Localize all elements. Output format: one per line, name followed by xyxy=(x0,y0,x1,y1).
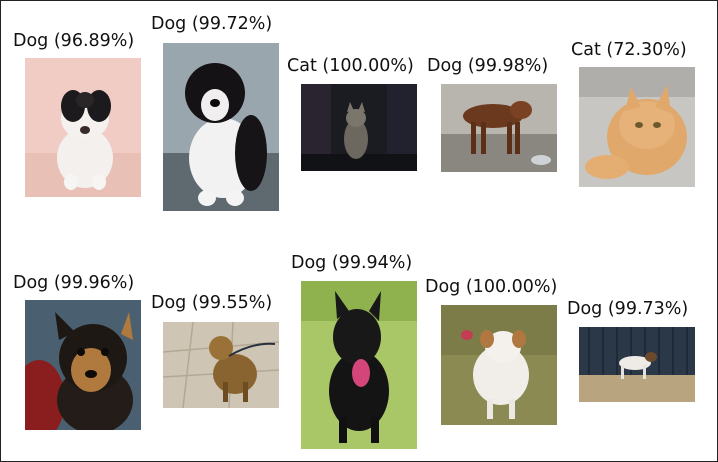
dog-photo xyxy=(441,84,557,172)
dog-photo xyxy=(163,43,279,211)
prediction-label: Dog (99.96%) xyxy=(13,273,135,293)
prediction-label: Cat (100.00%) xyxy=(287,56,414,76)
dog-photo xyxy=(441,305,557,425)
prediction-label: Dog (96.89%) xyxy=(13,31,135,51)
prediction-label: Cat (72.30%) xyxy=(571,40,687,60)
dog-photo xyxy=(579,327,695,402)
dog-photo xyxy=(25,300,141,430)
prediction-label: Dog (99.98%) xyxy=(427,56,549,76)
cat-photo xyxy=(301,84,417,171)
prediction-label: Dog (99.55%) xyxy=(151,293,273,313)
dog-photo xyxy=(163,322,279,408)
dog-photo xyxy=(25,58,141,197)
prediction-label: Dog (99.73%) xyxy=(567,299,689,319)
dog-photo xyxy=(301,281,417,449)
prediction-label: Dog (99.72%) xyxy=(151,14,273,34)
cat-photo xyxy=(579,67,695,187)
prediction-label: Dog (99.94%) xyxy=(291,253,413,273)
prediction-label: Dog (100.00%) xyxy=(425,277,558,297)
